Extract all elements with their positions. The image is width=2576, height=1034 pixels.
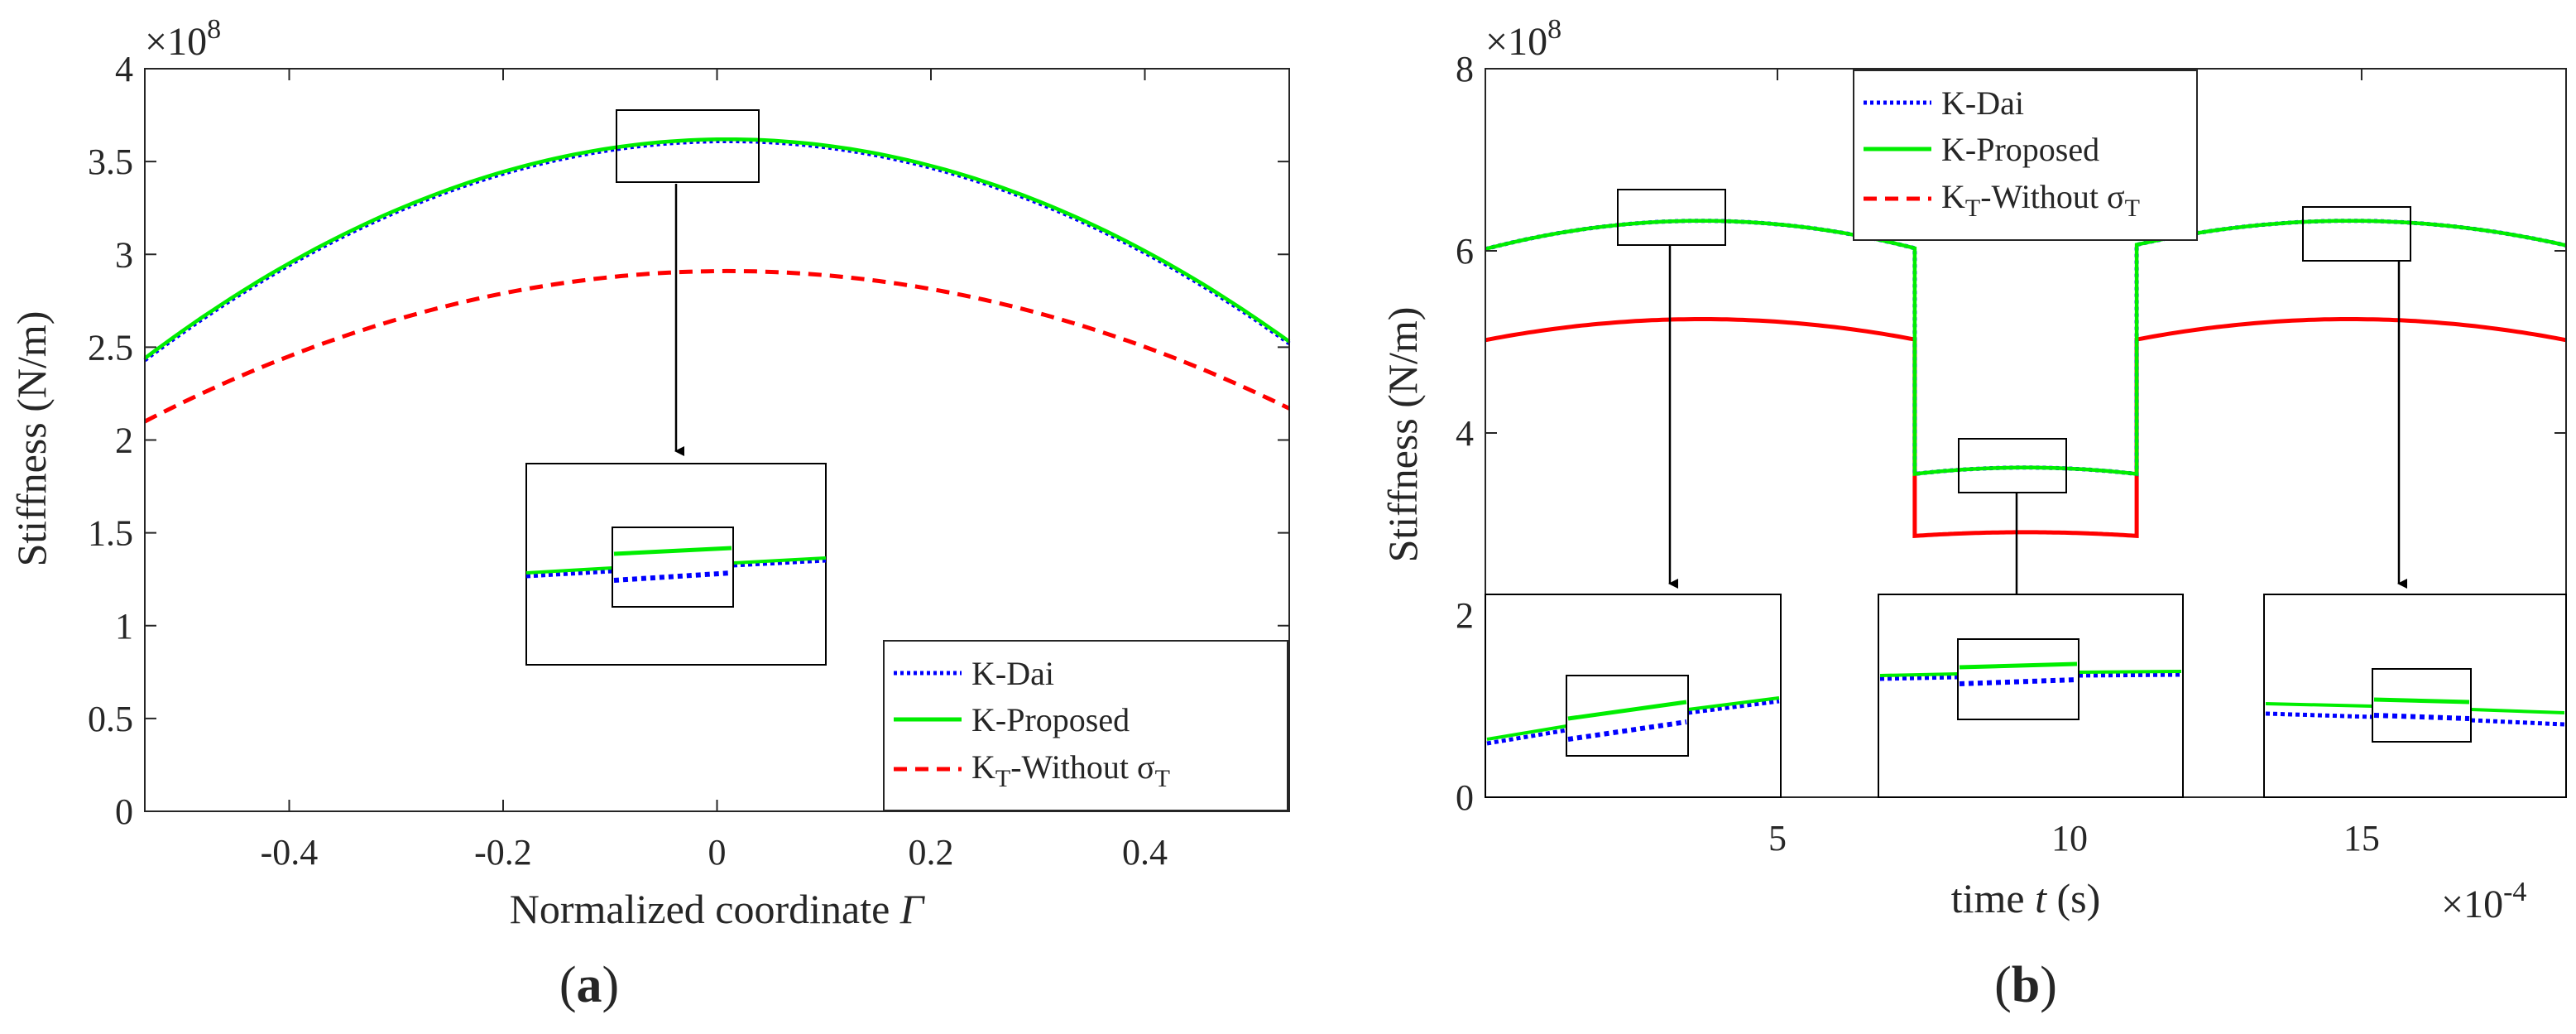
panel-b-inset-3-proposed xyxy=(2265,702,2373,708)
panel-b-zoom-source-box-3 xyxy=(2302,206,2411,262)
panel-b-plot-area xyxy=(1485,219,2567,538)
panel-a-y-tick-label: 0 xyxy=(115,791,133,832)
panel-a-legend: K-Dai K-Proposed KT-Without σT xyxy=(883,640,1288,811)
panel-b-inset-3-dai xyxy=(2265,711,2373,719)
panel-b-y-tick-label: 2 xyxy=(1456,595,1474,636)
panel-a-inset-zoom-proposed xyxy=(613,546,732,556)
panel-a-y-tick-label: 3.5 xyxy=(88,142,133,182)
panel-a-x-tick-label: 0.4 xyxy=(1122,832,1168,873)
panel-b-x-axis-label: time t (s) xyxy=(1951,875,2101,921)
panel-a-legend-proposed: K-Proposed xyxy=(971,701,1130,738)
panel-b-inset-1-proposed xyxy=(1486,724,1567,741)
panel-a-y-ticks: 0 0.5 1 1.5 2 2.5 3 3.5 4 xyxy=(88,49,1289,832)
panel-a-zoom-source-box xyxy=(616,109,760,183)
panel-b-y-tick-label: 0 xyxy=(1456,777,1474,818)
panel-a-legend-box xyxy=(883,640,1288,811)
panel-a-label: (a) xyxy=(559,957,619,1013)
panel-b-x-exponent: ×10-4 xyxy=(2441,877,2526,926)
panel-b-inset-2 xyxy=(1878,594,2184,798)
panel-a-y-tick-label: 2 xyxy=(115,421,133,461)
panel-b-legend-without: KT-Without σT xyxy=(1941,178,2140,222)
panel-b-inset-1-dai xyxy=(1486,728,1567,746)
panel-b-series-without xyxy=(1485,317,2567,538)
panel-b-y-tick-label: 4 xyxy=(1456,413,1474,454)
panel-a-legend-without: KT-Without σT xyxy=(971,748,1170,792)
panel-b-inset-1 xyxy=(1485,594,1782,798)
panel-a-inset xyxy=(525,463,827,666)
panel-b-inset-3-zoom-box xyxy=(2372,668,2472,743)
panel-b-x-tick-label: 15 xyxy=(2343,818,2380,858)
panel-b-y-axis-label: Stiffness (N/m) xyxy=(1379,307,1426,563)
panel-a-x-tick-label: -0.2 xyxy=(474,832,532,873)
panel-a-plot-area xyxy=(143,137,1291,424)
panel-b-label: (b) xyxy=(1994,957,2057,1013)
panel-b-y-exponent: ×108 xyxy=(1485,14,1561,64)
panel-b-inset-3-zoom-dai xyxy=(2373,713,2470,721)
chart-panel-a: -0.4 -0.2 0 0.2 0.4 0 0.5 1 1.5 2 2.5 3 3.5 4 ×108 N… xyxy=(8,14,1291,1013)
panel-a-x-tick-label: 0 xyxy=(708,832,727,873)
panel-b-legend-dai: K-Dai xyxy=(1941,84,2024,122)
panel-a-y-tick-label: 0.5 xyxy=(88,699,133,739)
panel-a-x-ticks: -0.4 -0.2 0 0.2 0.4 xyxy=(261,69,1168,873)
panel-a-y-axis-label: Stiffness (N/m) xyxy=(8,311,55,567)
panel-b-inset-1-zoom-box xyxy=(1566,675,1689,757)
panel-a-series-proposed xyxy=(143,137,1291,360)
panel-a-y-tick-label: 2.5 xyxy=(88,327,133,368)
panel-b-inset-1-zoom-dai xyxy=(1567,719,1687,742)
panel-b-series-dai xyxy=(1485,219,2567,477)
panel-a-y-tick-label: 1.5 xyxy=(88,513,133,554)
panel-b-inset-1-proposed-right xyxy=(1687,696,1780,711)
panel-a-x-tick-label: 0.2 xyxy=(909,832,954,873)
panel-b-inset-3 xyxy=(2263,594,2567,798)
panel-b-inset-2-dai-right xyxy=(2078,672,2182,678)
panel-b-zoom-source-box-2 xyxy=(1958,438,2067,493)
panel-b-inset-3-zoom-proposed xyxy=(2373,697,2470,705)
panel-b-inset-2-zoom-dai xyxy=(1959,677,2078,686)
panel-b-inset-1-dai-right xyxy=(1687,699,1780,715)
panel-b-inset-2-zoom-proposed xyxy=(1959,661,2078,670)
panel-b-y-tick-label: 8 xyxy=(1456,49,1474,89)
panel-a-inset-proposed-line-right xyxy=(732,556,827,565)
panel-b-inset-2-proposed xyxy=(1879,672,1959,677)
panel-a-y-tick-label: 4 xyxy=(115,49,133,89)
panel-a-y-tick-label: 1 xyxy=(115,606,133,647)
panel-b-y-tick-label: 6 xyxy=(1456,231,1474,272)
panel-a-series-without xyxy=(143,268,1291,424)
panel-b-legend: K-Dai K-Proposed KT-Without σT xyxy=(1853,70,2198,241)
panel-a-y-exponent: ×108 xyxy=(145,14,221,64)
panel-a-series-dai xyxy=(143,139,1291,363)
panel-b-x-tick-label: 10 xyxy=(2051,818,2088,858)
panel-a-y-tick-label: 3 xyxy=(115,234,133,275)
panel-a-x-tick-label: -0.4 xyxy=(261,832,319,873)
panel-a-inset-zoom-dai xyxy=(613,570,732,583)
panel-b-inset-2-proposed-right xyxy=(2078,670,2182,674)
panel-b-inset-1-zoom-proposed xyxy=(1567,700,1687,721)
panel-b-inset-3-proposed-right xyxy=(2470,708,2565,714)
panel-b-zoom-source-box-1 xyxy=(1617,189,1726,246)
panel-a-inset-zoom-box xyxy=(612,527,734,608)
panel-a-inset-dai-line-right xyxy=(732,558,827,568)
panel-a-x-axis-label: Normalized coordinate Γ xyxy=(510,886,926,932)
panel-b-x-ticks: 5 10 15 xyxy=(1768,69,2380,858)
panel-b-x-tick-label: 5 xyxy=(1768,818,1787,858)
panel-b-legend-box xyxy=(1853,70,2198,241)
panel-b-legend-proposed: K-Proposed xyxy=(1941,131,2099,168)
panel-b-series-proposed xyxy=(1485,219,2567,477)
panel-a-inset-proposed-line xyxy=(525,566,613,575)
panel-b-y-ticks: 0 2 4 6 8 xyxy=(1456,49,2566,818)
panel-a-legend-dai: K-Dai xyxy=(971,655,1054,692)
panel-b-inset-2-dai xyxy=(1879,675,1959,681)
panel-b-inset-3-dai-right xyxy=(2470,718,2565,727)
chart-panel-b: 5 10 15 0 2 4 6 8 ×108 ×10-4 time t (s) Stiffn… xyxy=(1379,14,2567,1013)
